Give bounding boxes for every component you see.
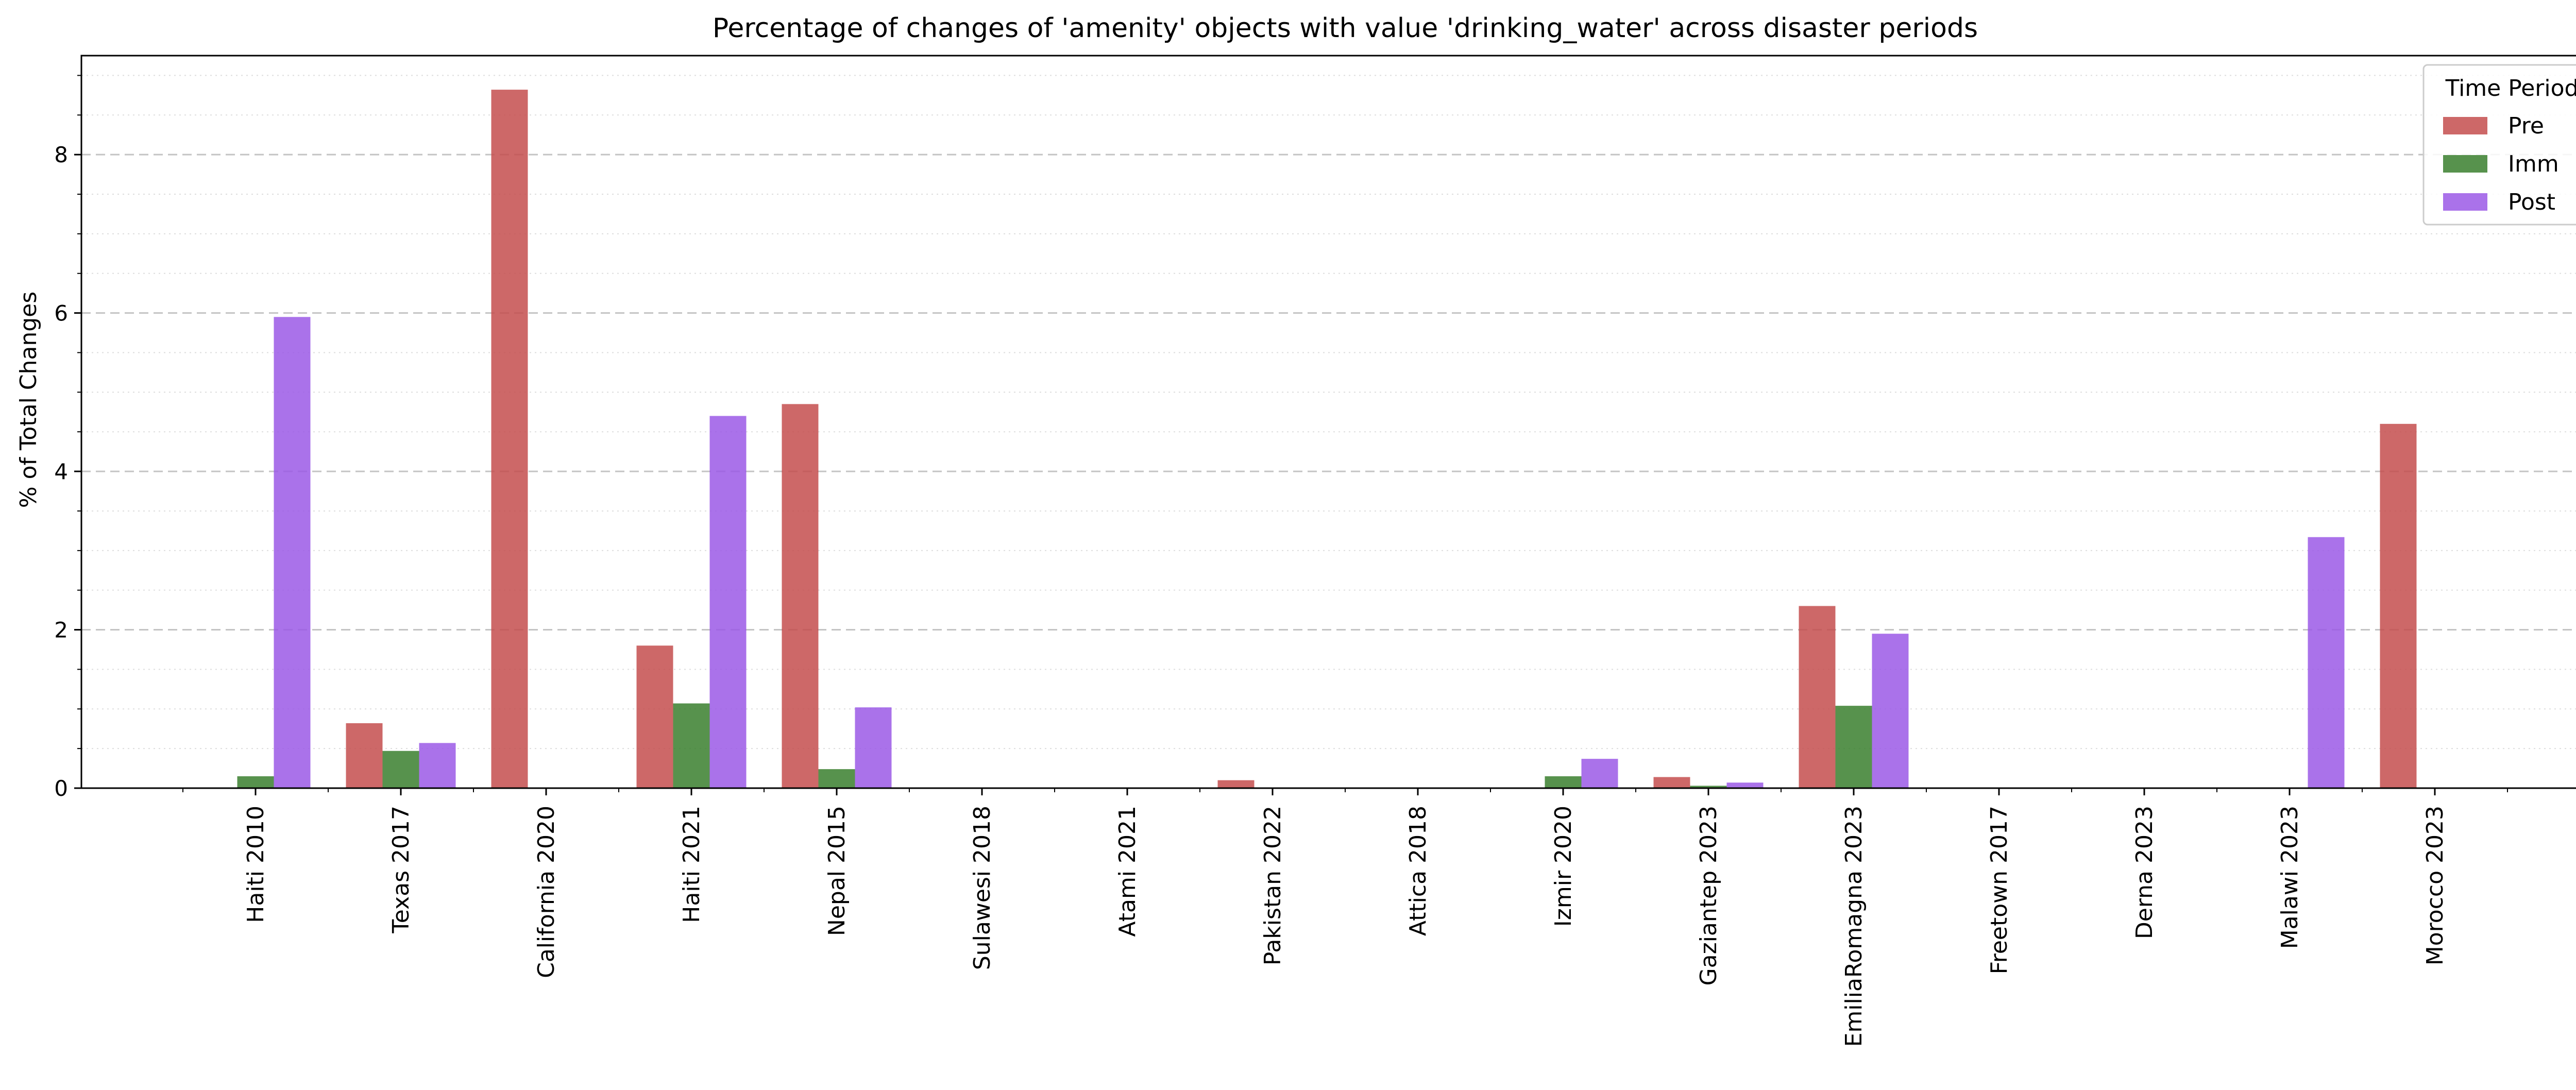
x-tick-label: Texas 2017	[388, 806, 414, 934]
bar-pre	[1799, 606, 1836, 788]
x-tick-label: EmiliaRomagna 2023	[1841, 806, 1867, 1047]
bar-pre	[2380, 423, 2417, 788]
x-tick-label: Haiti 2010	[243, 806, 269, 923]
bar-post	[419, 743, 456, 788]
bar-post	[1872, 634, 1909, 788]
bar-imm	[237, 776, 274, 788]
x-tick-label: Atami 2021	[1114, 806, 1141, 937]
legend-frame	[2422, 64, 2576, 226]
y-tick-label: 8	[54, 142, 68, 167]
legend-label-pre: Pre	[2508, 113, 2544, 139]
legend-title: Time Period	[2445, 75, 2576, 101]
legend-swatch-pre	[2443, 117, 2487, 134]
x-tick-label: Freetown 2017	[1986, 806, 2012, 974]
bar-post	[2308, 537, 2345, 788]
x-tick-label: California 2020	[533, 806, 560, 978]
x-tick-label: Malawi 2023	[2277, 806, 2303, 949]
x-tick-label: Izmir 2020	[1550, 806, 1577, 927]
x-tick-label: Sulawesi 2018	[969, 806, 995, 970]
bar-post	[274, 317, 311, 788]
bar-post	[855, 707, 892, 788]
x-tick-label: Pakistan 2022	[1260, 806, 1286, 965]
bar-pre	[782, 404, 819, 788]
x-tick-label: Nepal 2015	[824, 806, 850, 936]
bar-imm	[1545, 776, 1582, 788]
y-tick-label: 2	[54, 618, 68, 643]
bar-pre	[1217, 780, 1255, 788]
grid-lines	[81, 75, 2576, 750]
bar-post	[709, 416, 747, 788]
bar-pre	[346, 723, 383, 788]
bar-imm	[1690, 786, 1727, 788]
legend: Time Period Pre Imm Post	[2422, 64, 2576, 226]
legend-label-post: Post	[2508, 189, 2555, 215]
bar-imm	[673, 703, 710, 788]
x-tick-label: Derna 2023	[2131, 806, 2158, 939]
x-tick-label: Attica 2018	[1405, 806, 1431, 936]
bar-pre	[1653, 777, 1690, 788]
bars	[237, 90, 2417, 789]
chart-title: Percentage of changes of 'amenity' objec…	[713, 13, 1978, 44]
bar-imm	[818, 769, 855, 788]
y-axis-label: % of Total Changes	[15, 292, 42, 508]
y-tick-label: 6	[54, 301, 68, 326]
bar-post	[1726, 782, 1764, 788]
bar-imm	[1835, 706, 1872, 788]
axes: 0 2 4 6 8 Haiti 2010 Texas 2017 California 2020…	[54, 55, 2576, 1047]
legend-swatch-post	[2443, 193, 2487, 211]
plot-frame	[80, 55, 2576, 789]
bar-pre	[636, 645, 673, 788]
x-tick-label: Gaziantep 2023	[1696, 806, 1722, 985]
bar-pre	[491, 90, 528, 789]
y-tick-label: 0	[54, 776, 68, 801]
legend-label-imm: Imm	[2508, 151, 2559, 177]
bar-post	[1581, 759, 1618, 788]
x-tick-label: Morocco 2023	[2422, 806, 2448, 965]
bar-imm	[382, 751, 419, 788]
legend-swatch-imm	[2443, 155, 2487, 173]
y-tick-label: 4	[54, 459, 68, 484]
x-tick-label: Haiti 2021	[679, 806, 705, 923]
